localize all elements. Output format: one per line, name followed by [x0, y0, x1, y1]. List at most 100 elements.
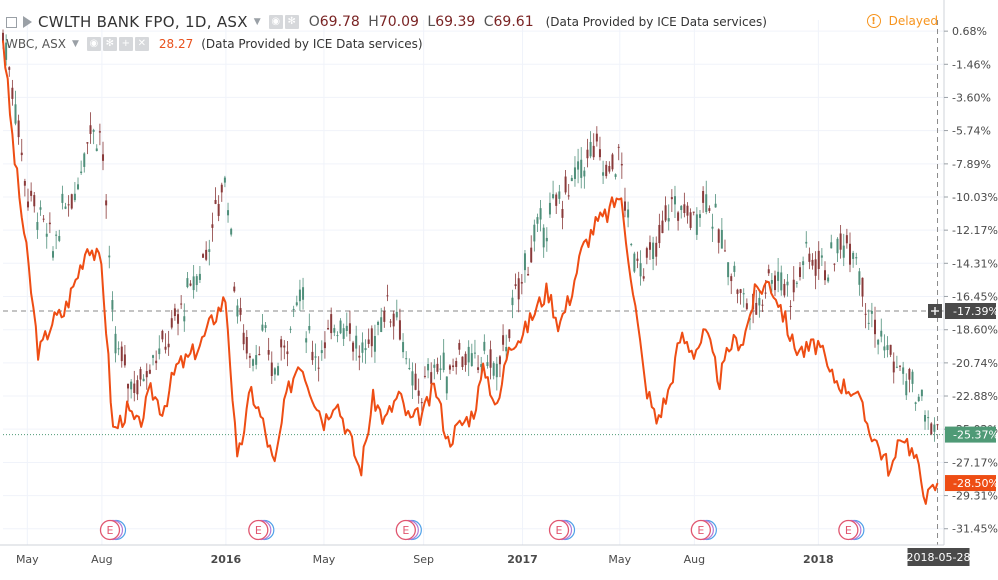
candlestick [264, 321, 267, 333]
candle-body [770, 280, 773, 284]
candlestick [245, 330, 248, 360]
candle-body [55, 234, 58, 236]
delayed-label: Delayed [888, 14, 938, 28]
candlestick [248, 353, 251, 368]
candlestick [583, 166, 586, 189]
candle-body [270, 362, 273, 376]
compare-symbol[interactable]: WBC, ASX [6, 37, 66, 51]
candle-body [23, 180, 26, 186]
candlestick [267, 337, 270, 361]
candle-body [598, 149, 601, 158]
earnings-label: E [556, 524, 563, 537]
candlestick [661, 210, 664, 234]
candlestick [798, 261, 801, 281]
earnings-icon[interactable]: E [248, 519, 275, 541]
candlestick [61, 185, 64, 210]
candlestick [714, 194, 717, 208]
candlestick [70, 193, 73, 210]
candle-body [161, 330, 164, 340]
candle-body [527, 273, 530, 276]
candle-body [333, 328, 336, 333]
eye-icon[interactable]: ◉ [268, 15, 283, 29]
candlestick [436, 357, 439, 375]
candlestick [667, 204, 670, 231]
price-tick-label: -31.45% [952, 523, 998, 536]
close-icon[interactable]: ✕ [134, 37, 149, 51]
candlestick [405, 351, 408, 365]
earnings-icon[interactable]: E [99, 519, 127, 541]
candle-body [883, 346, 886, 351]
candlestick [820, 248, 823, 267]
candlestick [858, 268, 861, 296]
candlestick [45, 223, 48, 249]
candlestick [114, 326, 117, 363]
candle-body [114, 333, 117, 354]
candlestick [830, 234, 833, 249]
candlestick [117, 341, 120, 356]
candle-body [808, 253, 811, 262]
candlestick [273, 367, 276, 381]
symbol-title[interactable]: CWLTH BANK FPO, 1D, ASX [38, 13, 248, 31]
candlestick [258, 346, 261, 356]
candlestick [220, 182, 223, 202]
candle-body [261, 324, 264, 331]
candlestick [95, 144, 98, 152]
earnings-icon[interactable]: E [690, 519, 717, 541]
settings-icon[interactable]: ✻ [284, 15, 299, 29]
candle-body [539, 208, 542, 220]
candle-body [777, 271, 780, 281]
candle-body [33, 195, 36, 207]
candle-body [180, 303, 183, 305]
candle-body [648, 242, 651, 250]
chevron-down-icon[interactable]: ▼ [253, 17, 261, 27]
candlestick [323, 331, 326, 359]
candle-body [855, 257, 858, 259]
checkbox-icon[interactable] [6, 16, 17, 28]
candlestick [692, 211, 695, 216]
candle-body [11, 87, 14, 99]
candlestick [452, 358, 455, 371]
candle-body [167, 343, 170, 348]
candlestick [630, 242, 633, 247]
candlestick [327, 319, 330, 330]
settings-icon[interactable]: ✻ [102, 37, 117, 51]
candlestick [445, 376, 448, 400]
eye-icon[interactable]: ◉ [86, 37, 101, 51]
candlestick [217, 195, 220, 222]
candlestick [842, 233, 845, 267]
chevron-down-icon[interactable]: ▼ [71, 39, 79, 49]
last-value-main-label: -25.37% [945, 426, 998, 443]
plus-icon[interactable] [928, 303, 942, 318]
candlestick [773, 270, 776, 297]
candlestick-series [2, 29, 939, 442]
candlestick [877, 338, 880, 355]
candle-body [305, 338, 308, 343]
candle-body [152, 355, 155, 358]
candlestick [108, 245, 111, 269]
candle-body [936, 424, 939, 426]
price-tick-label: -3.60% [952, 91, 991, 104]
candle-body [714, 203, 717, 208]
compare-value: 28.27 [158, 37, 194, 51]
earnings-icon[interactable]: E [838, 519, 865, 541]
earnings-icon[interactable]: E [548, 519, 576, 541]
candle-body [108, 255, 111, 258]
candle-body [802, 261, 805, 266]
candle-body [630, 244, 633, 246]
candle-body [233, 286, 236, 292]
earnings-icon[interactable]: E [395, 519, 422, 541]
crosshair-date-label-bg [907, 548, 970, 566]
plus-icon[interactable]: + [118, 37, 133, 51]
chart-grid [3, 20, 944, 545]
candlestick [92, 128, 95, 145]
candle-body [248, 355, 251, 358]
flag-icon[interactable] [23, 16, 32, 28]
delayed-indicator[interactable]: ! Delayed [866, 14, 938, 28]
candlestick [42, 214, 45, 223]
candle-body [552, 194, 555, 199]
candlestick [330, 307, 333, 340]
candle-body [27, 201, 30, 208]
candlestick [127, 383, 130, 402]
candlestick [77, 177, 80, 191]
